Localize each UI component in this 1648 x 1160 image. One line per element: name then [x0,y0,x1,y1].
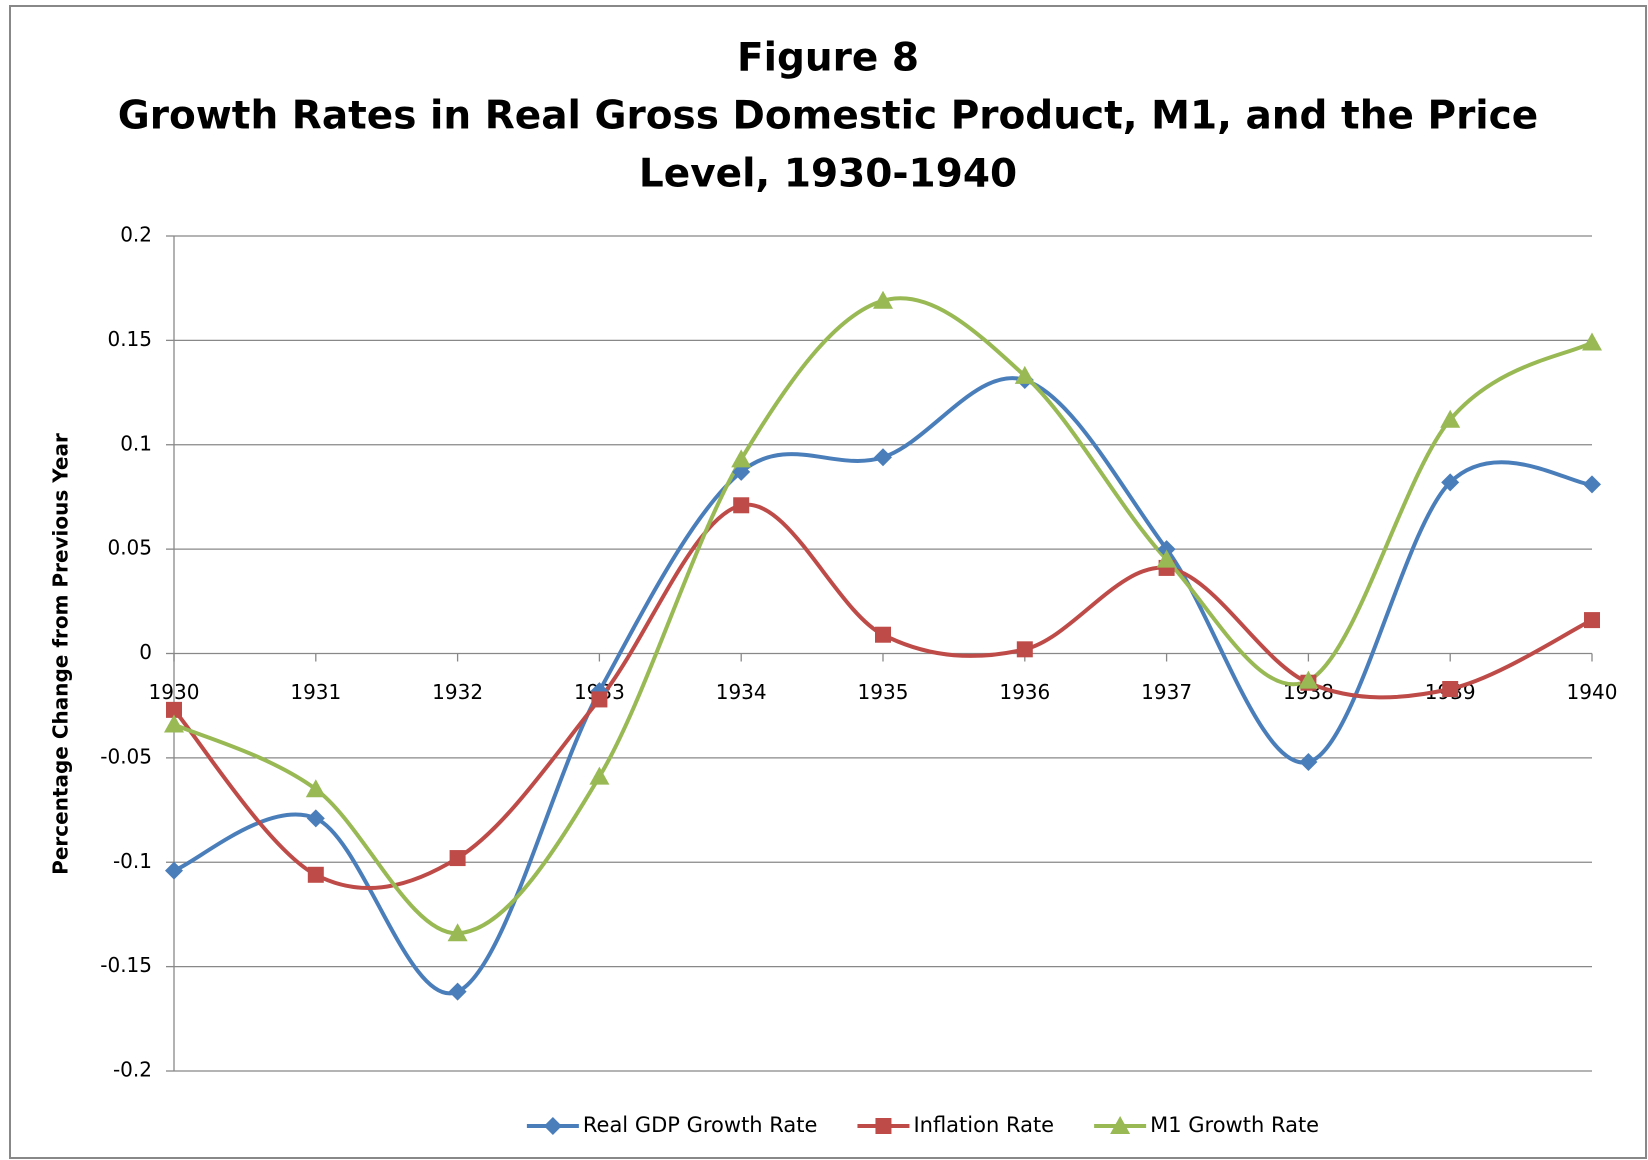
marker [448,982,467,1001]
legend-marker [1110,1116,1131,1134]
marker [733,497,750,514]
marker [1298,670,1319,689]
marker [1157,540,1176,559]
legend-label: Real GDP Growth Rate [583,1113,818,1137]
legend-marker [875,1118,892,1134]
marker [165,861,183,880]
marker [1442,680,1459,697]
x-tick-label: 1935 [858,680,909,704]
y-tick-label: -0.15 [100,953,152,977]
y-tick-label: -0.05 [100,744,152,768]
marker [875,626,891,643]
x-tick-label: 1932 [432,680,483,704]
marker [1441,473,1460,492]
marker [307,866,324,883]
marker [305,779,326,798]
marker [1582,332,1602,351]
marker [873,290,893,309]
marker [164,714,184,733]
marker [732,462,751,481]
y-tick-label: -0.2 [113,1058,152,1082]
x-tick-label: 1936 [999,680,1050,704]
marker [166,701,182,718]
x-tick-label: 1934 [716,680,767,704]
marker [874,448,892,467]
y-tick-label: 0.05 [107,536,152,560]
marker [1014,365,1035,384]
marker [449,850,466,867]
marker [591,691,608,708]
x-tick-label: 1937 [1141,680,1192,704]
marker [1299,753,1318,772]
chart-title: Level, 1930-1940 [639,152,1017,197]
x-tick-label: 1931 [290,680,341,704]
marker [1016,641,1033,658]
y-tick-label: 0 [139,640,152,664]
marker [589,766,610,785]
y-tick-label: -0.1 [113,849,152,873]
y-tick-label: 0.15 [107,327,152,351]
marker [306,809,325,828]
legend-label: Inflation Rate [913,1113,1054,1137]
series-line [172,502,1593,891]
legend-label: M1 Growth Rate [1150,1113,1319,1137]
legend-marker [543,1117,562,1135]
marker [1584,612,1600,629]
x-tick-label: 1940 [1567,680,1618,704]
marker [1156,549,1177,568]
y-tick-label: 0.2 [120,223,152,247]
x-tick-label: 1930 [149,680,200,704]
y-axis-label: Percentage Change from Previous Year [49,433,73,875]
marker [1440,409,1461,428]
y-tick-label: 0.1 [120,431,152,455]
marker [731,449,752,468]
chart-title: Figure 8 [737,36,919,81]
marker [447,923,468,942]
marker [1583,475,1601,494]
chart-title: Growth Rates in Real Gross Domestic Prod… [118,94,1539,139]
